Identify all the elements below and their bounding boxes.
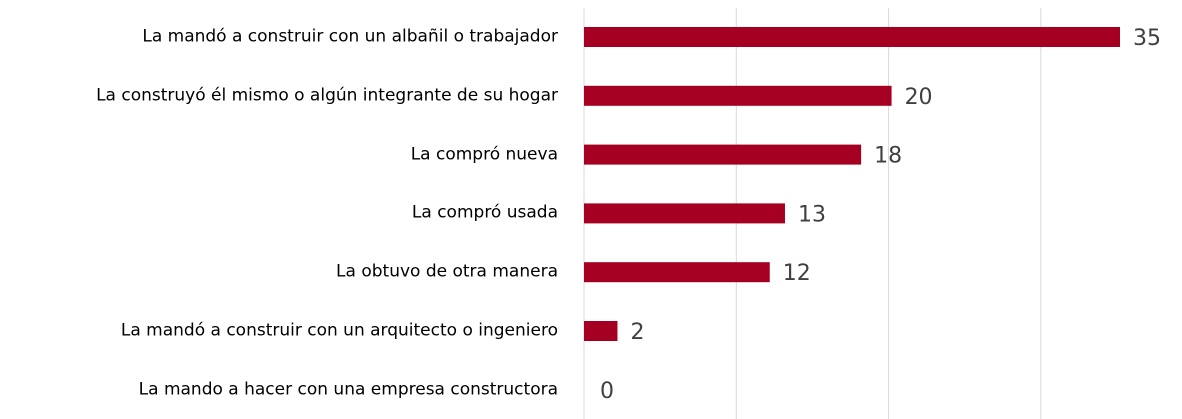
category-label: La mandó a construir con un arquitecto o…	[120, 320, 558, 341]
bar	[584, 85, 892, 106]
value-label: 0	[600, 379, 614, 404]
value-label: 13	[798, 202, 826, 227]
bar	[584, 321, 618, 341]
category-label: La obtuvo de otra manera	[336, 261, 558, 282]
category-label: La mandó a construir con un albañil o tr…	[142, 26, 558, 47]
bar	[584, 262, 770, 283]
category-label: La compró nueva	[410, 144, 558, 165]
value-label: 2	[630, 320, 644, 345]
value-label: 35	[1133, 26, 1161, 51]
bar	[584, 203, 785, 224]
bar	[584, 27, 1120, 47]
value-label: 18	[874, 144, 902, 169]
category-label: La compró usada	[411, 202, 558, 223]
value-label: 12	[783, 261, 811, 286]
category-label: La mando a hacer con una empresa constru…	[138, 379, 558, 400]
category-label: La construyó él mismo o algún integrante…	[96, 85, 558, 106]
value-label: 20	[905, 85, 933, 110]
bar	[584, 144, 862, 165]
